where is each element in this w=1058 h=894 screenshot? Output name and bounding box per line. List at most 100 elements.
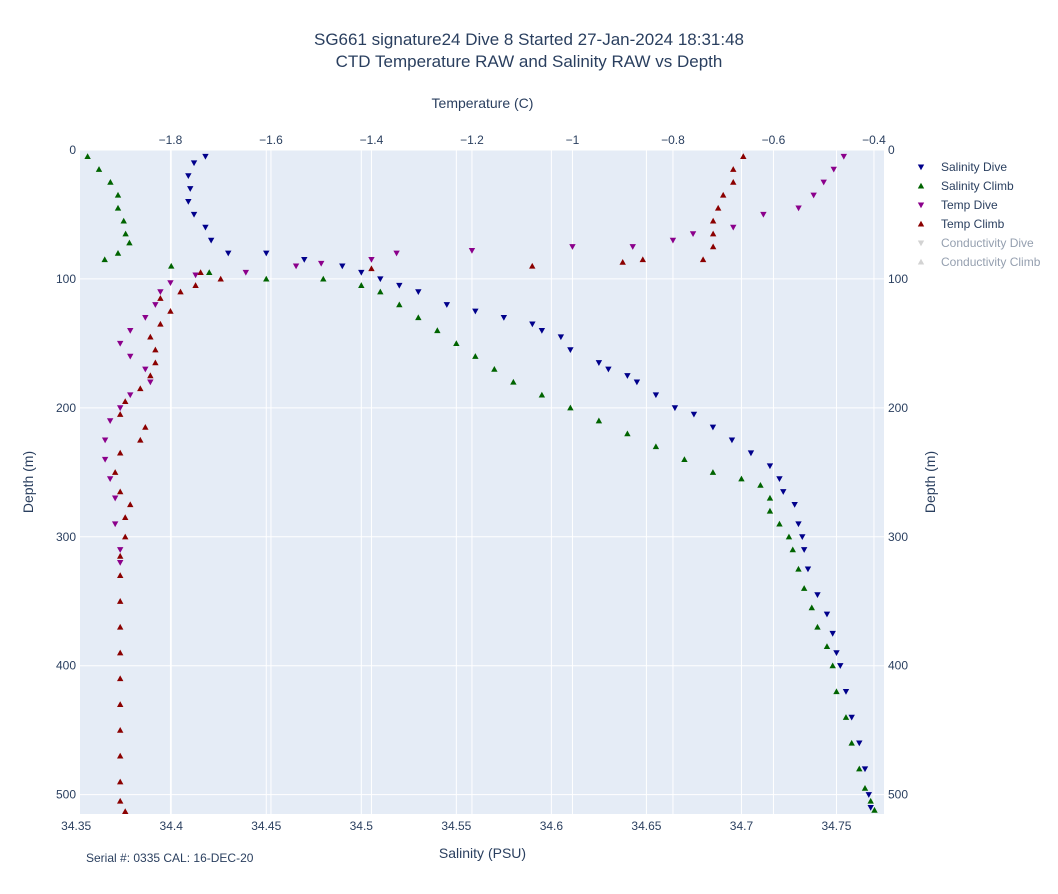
salinity-dive-point <box>185 173 192 179</box>
salinity-climb-point <box>814 623 821 630</box>
salinity-climb-point <box>358 282 365 288</box>
y-left-tick-label: 500 <box>56 788 76 802</box>
legend-item-conductivity-dive[interactable]: Conductivity Dive <box>912 233 1040 252</box>
temp-dive-point <box>117 340 124 347</box>
salinity-dive-point <box>377 276 384 283</box>
legend-label: Conductivity Climb <box>941 254 1041 269</box>
salinity-dive-point <box>472 308 479 315</box>
salinity-climb-point <box>785 533 793 540</box>
salinity-climb-point <box>766 494 774 501</box>
salinity-dive-point <box>190 160 198 167</box>
x-top-axis-title: Temperature (C) <box>431 95 534 111</box>
x-bottom-tick-label: 34.6 <box>540 819 564 833</box>
x-top-tick-label: −0.4 <box>862 133 886 147</box>
legend-item-temp-dive[interactable]: Temp Dive <box>912 195 1040 214</box>
salinity-climb-point <box>808 604 815 611</box>
x-top-tick-label: −1.4 <box>360 133 384 147</box>
temp-climb-point <box>192 282 199 288</box>
salinity-climb-point <box>842 714 850 720</box>
salinity-dive-point <box>595 360 603 366</box>
temp-climb-point <box>137 385 144 392</box>
temp-dive-point <box>111 495 119 502</box>
triangle-down-icon <box>917 239 925 246</box>
temp-dive-point <box>820 179 827 186</box>
salinity-dive-point <box>833 650 840 657</box>
temp-dive-point <box>127 392 134 399</box>
x-bottom-axis-title: Salinity (PSU) <box>438 845 527 861</box>
x-bottom-tick-label: 34.35 <box>61 819 91 833</box>
legend-item-conductivity-climb[interactable]: Conductivity Climb <box>912 252 1040 271</box>
salinity-dive-point <box>633 379 641 386</box>
temp-dive-point <box>669 237 677 244</box>
salinity-dive-point <box>207 237 215 244</box>
temp-climb-point <box>714 204 722 211</box>
temp-dive-point <box>810 192 817 199</box>
temp-climb-point <box>137 436 144 443</box>
temp-dive-point <box>167 280 174 286</box>
salinity-climb-point <box>848 739 855 746</box>
salinity-climb-point <box>107 179 114 185</box>
temp-climb-point <box>122 533 129 540</box>
temp-climb-point <box>117 701 124 707</box>
temp-climb-point <box>619 258 626 265</box>
temp-climb-point <box>709 230 717 237</box>
temp-climb-point <box>720 191 727 198</box>
salinity-climb-point <box>114 249 122 256</box>
salinity-dive-point <box>804 566 812 573</box>
salinity-climb-point <box>434 327 441 334</box>
legend-item-salinity-dive[interactable]: Salinity Dive <box>912 157 1040 176</box>
temp-dive-point <box>101 456 109 463</box>
temp-climb-point <box>117 675 124 682</box>
temp-climb-point <box>157 320 164 327</box>
legend-item-salinity-climb[interactable]: Salinity Climb <box>912 176 1040 195</box>
y-right-tick-label: 500 <box>888 788 908 802</box>
temp-dive-point <box>106 418 114 424</box>
salinity-climb-point <box>789 546 796 553</box>
salinity-dive-point <box>358 269 365 276</box>
salinity-climb-point <box>652 443 660 450</box>
salinity-climb-point <box>823 643 831 649</box>
y-left-tick-label: 100 <box>56 272 76 286</box>
triangle-up-icon <box>917 258 925 265</box>
temp-climb-point <box>217 275 224 282</box>
salinity-climb-point <box>861 785 869 791</box>
temp-climb-point <box>709 243 717 250</box>
temp-climb-point <box>117 449 124 456</box>
y-left-tick-label: 200 <box>56 401 76 415</box>
salinity-dive-point <box>776 476 783 482</box>
temp-climb-point <box>117 726 124 733</box>
salinity-dive-point <box>187 186 194 192</box>
temp-dive-point <box>117 547 124 553</box>
salinity-climb-point <box>122 230 129 237</box>
temp-climb-point <box>117 552 124 559</box>
legend-item-temp-climb[interactable]: Temp Climb <box>912 214 1040 233</box>
temp-dive-point <box>840 153 847 160</box>
temp-dive-point <box>318 260 325 267</box>
salinity-dive-point <box>190 211 198 218</box>
x-bottom-tick-label: 34.5 <box>350 819 374 833</box>
salinity-dive-point <box>443 302 451 308</box>
temp-dive-point <box>242 269 250 276</box>
salinity-climb-point <box>377 288 384 295</box>
salinity-climb-point <box>120 217 127 224</box>
temp-climb-point <box>368 265 375 272</box>
temp-climb-point <box>127 501 134 508</box>
temp-climb-point <box>122 808 129 814</box>
legend-label: Temp Climb <box>941 216 1005 231</box>
temp-climb-point <box>730 166 737 172</box>
salinity-dive-point <box>624 373 631 379</box>
temp-dive-point <box>629 244 636 250</box>
salinity-climb-point <box>320 275 327 282</box>
x-bottom-tick-label: 34.4 <box>160 819 184 833</box>
temp-climb-point <box>152 359 159 366</box>
salinity-dive-point <box>557 334 565 341</box>
salinity-dive-point <box>202 224 209 231</box>
salinity-dive-point <box>263 250 270 257</box>
salinity-climb-point <box>567 404 574 411</box>
salinity-climb-point <box>84 153 91 160</box>
salinity-dive-point <box>865 792 872 798</box>
temp-dive-point <box>760 211 767 218</box>
temp-climb-point <box>177 288 184 295</box>
x-top-tick-label: −1.8 <box>159 133 183 147</box>
